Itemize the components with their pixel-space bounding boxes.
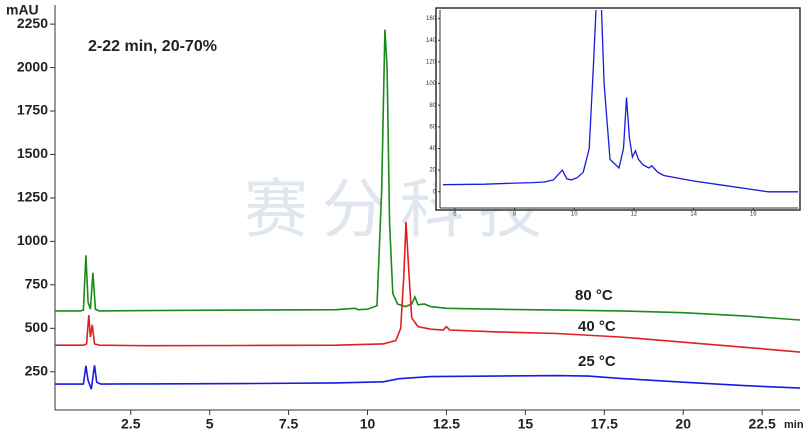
y-tick-label: 1000 — [17, 232, 48, 248]
x-tick-label: 5 — [206, 416, 214, 432]
x-tick-label: 17.5 — [591, 416, 618, 432]
y-tick-label: 140 — [426, 38, 437, 44]
x-tick-label: 10 — [360, 416, 376, 432]
series-line — [55, 221, 800, 353]
x-tick-label: 12 — [631, 212, 638, 218]
y-tick-label: 100 — [426, 81, 437, 87]
x-tick-label: 22.5 — [748, 416, 775, 432]
series-label: 25 °C — [578, 353, 616, 370]
x-tick-label: 12.5 — [433, 416, 460, 432]
y-tick-label: 750 — [25, 276, 49, 292]
inset-frame — [435, 7, 801, 211]
y-tick-label: 1250 — [17, 189, 48, 205]
annotation: 2-22 min, 20-70% — [88, 38, 217, 55]
y-tick-label: 2000 — [17, 58, 48, 74]
x-tick-label: 8 — [513, 212, 517, 218]
x-tick-label: 14 — [690, 212, 697, 218]
y-tick-label: 120 — [426, 60, 437, 66]
y-tick-label: 0 — [433, 189, 437, 195]
series-line — [55, 29, 800, 321]
x-tick-label: 20 — [675, 416, 691, 432]
y-tick-label: 250 — [25, 362, 49, 378]
y-tick-label: 1750 — [17, 102, 48, 118]
y-tick-label: 1500 — [17, 145, 48, 161]
y-tick-label: 20 — [429, 168, 436, 174]
y-tick-label: 80 — [429, 103, 436, 109]
y-tick-label: 500 — [25, 319, 49, 335]
x-tick-label: 6 — [453, 212, 457, 218]
y-tick-label: 60 — [429, 124, 436, 130]
series-line — [442, 10, 798, 193]
x-axis-label: min — [784, 419, 804, 431]
y-tick-label: 160 — [426, 16, 437, 22]
x-tick-label: 15 — [518, 416, 534, 432]
series-label: 40 °C — [578, 318, 616, 335]
x-tick-label: 16 — [750, 212, 757, 218]
series-label: 80 °C — [575, 287, 613, 304]
y-tick-label: 40 — [429, 146, 436, 152]
series-line — [55, 365, 800, 390]
y-tick-label: 2250 — [17, 15, 48, 31]
x-tick-label: 2.5 — [121, 416, 141, 432]
x-tick-label: 10 — [571, 212, 578, 218]
x-tick-label: 7.5 — [279, 416, 299, 432]
y-axis-label: mAU — [6, 2, 39, 18]
